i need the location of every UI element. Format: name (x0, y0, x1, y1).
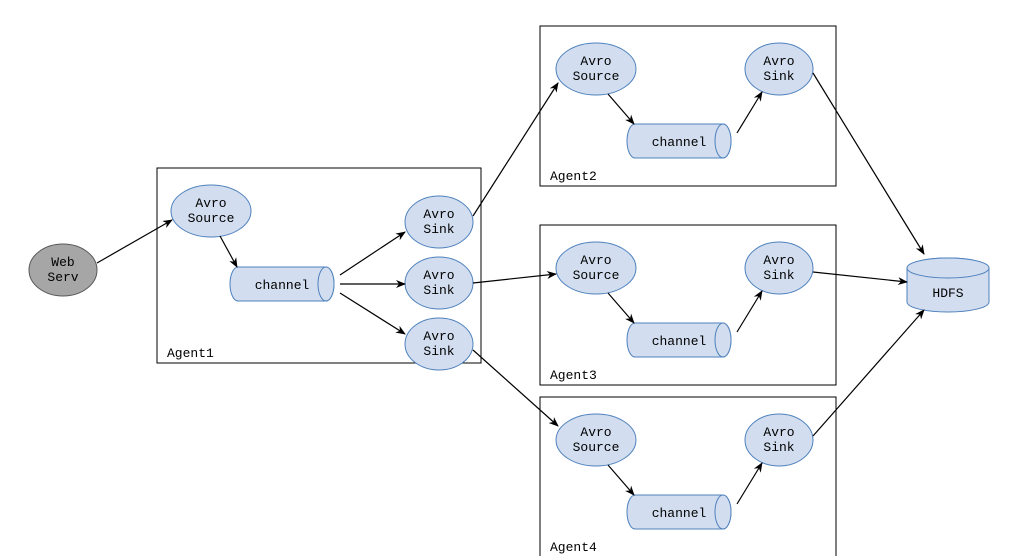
flume-architecture-diagram: Agent1 Agent2 Agent3 Agent4 Web Serv Avr… (0, 0, 1035, 556)
agent3-sink-l2: Sink (763, 268, 794, 283)
agent4-label: Agent4 (550, 540, 597, 555)
arrow-a1_sink2-to-a3_src (473, 274, 556, 283)
agent3-channel-label: channel (652, 334, 707, 349)
hdfs-label: HDFS (932, 286, 963, 301)
agent2-src-l1: Avro (580, 54, 611, 69)
arrow-a3_sink-to-hdfs (813, 272, 907, 282)
agent2-src-l2: Source (573, 69, 620, 84)
agent3-src-l1: Avro (580, 253, 611, 268)
agent1-sink2-l2: Sink (423, 283, 454, 298)
agent3-label: Agent3 (550, 368, 597, 383)
agent2-sink-l1: Avro (763, 54, 794, 69)
arrow-a2_sink-to-hdfs (813, 73, 924, 254)
agent1-sink3-l2: Sink (423, 344, 454, 359)
agent1-sink2-l1: Avro (423, 268, 454, 283)
agent4-src-l1: Avro (580, 425, 611, 440)
arrow-a2_ch-to-a2_sink (737, 92, 762, 133)
arrow-a2_src-to-a2_ch (608, 94, 634, 124)
agent4-channel-label: channel (652, 506, 707, 521)
agent1-sink1-l1: Avro (423, 207, 454, 222)
arrow-a1_ch-to-a1_sink1 (340, 232, 405, 275)
arrow-a1_sink1-to-a2_src (473, 83, 558, 216)
agent1-avro-source-l2: Source (188, 211, 235, 226)
arrow-a4_src-to-a4_ch (608, 465, 634, 495)
agent3-src-l2: Source (573, 268, 620, 283)
agent2-label: Agent2 (550, 169, 597, 184)
arrow-a4_sink-to-hdfs (813, 310, 924, 436)
web-serv-text2: Serv (47, 270, 78, 285)
agent2-channel-label: channel (652, 135, 707, 150)
agent1-sink3-l1: Avro (423, 329, 454, 344)
arrow-a1_ch-to-a1_sink3 (340, 293, 405, 334)
arrow-a3_ch-to-a3_sink (737, 291, 762, 332)
agent4-sink-l2: Sink (763, 440, 794, 455)
arrow-a3_src-to-a3_ch (608, 293, 634, 323)
arrow-webserv_r-to-a1_src_l (97, 220, 172, 263)
hdfs-node (907, 258, 989, 312)
arrow-a4_ch-to-a4_sink (737, 463, 762, 504)
agent4-sink-l1: Avro (763, 425, 794, 440)
agent1-channel-label: channel (255, 278, 310, 293)
agent4-src-l2: Source (573, 440, 620, 455)
agent1-label: Agent1 (167, 346, 214, 361)
arrow-a1_src-to-a1_ch (220, 236, 237, 267)
web-serv-text1: Web (51, 255, 74, 270)
agent2-sink-l2: Sink (763, 69, 794, 84)
agent1-sink1-l2: Sink (423, 222, 454, 237)
arrow-a1_sink3-to-a4_src (473, 350, 558, 426)
agent1-avro-source-l1: Avro (195, 196, 226, 211)
agent3-sink-l1: Avro (763, 253, 794, 268)
